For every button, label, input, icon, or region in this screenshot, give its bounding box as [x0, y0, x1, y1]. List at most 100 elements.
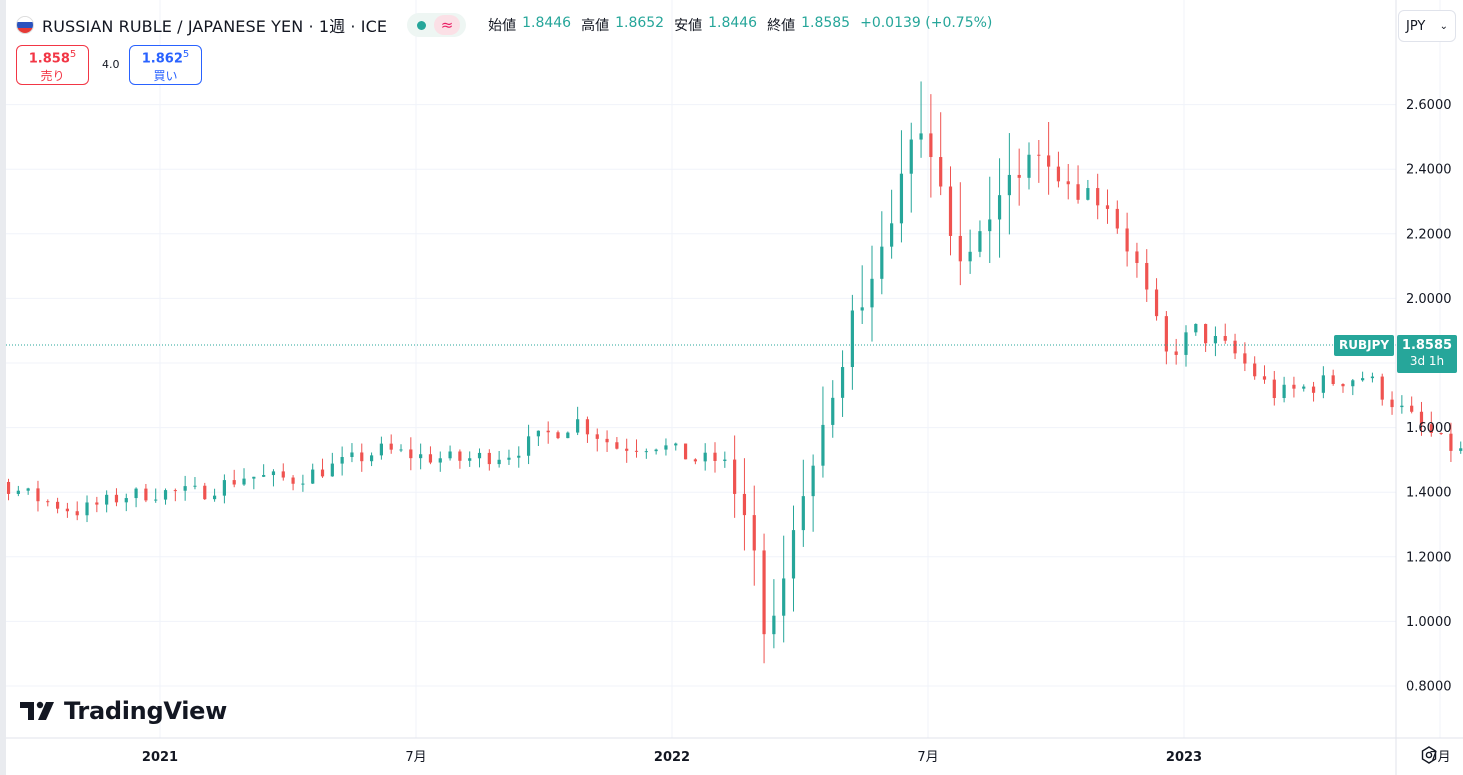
candle-body: [1449, 433, 1453, 451]
candle-body: [546, 430, 550, 433]
candle-body: [1056, 166, 1061, 182]
x-tick-label: 7月: [917, 750, 938, 765]
candle-body: [1370, 376, 1375, 379]
candle-body: [1380, 376, 1384, 400]
candle-body: [939, 157, 943, 187]
candle-body: [526, 436, 531, 456]
candle-body: [252, 476, 256, 479]
candle-body: [723, 459, 727, 461]
market-status[interactable]: ≈: [407, 13, 467, 37]
left-edge: [0, 0, 6, 775]
y-tick-label: 1.6000: [1406, 421, 1452, 436]
candle-body: [782, 578, 786, 616]
candle-body: [899, 173, 904, 224]
candle-body: [840, 367, 845, 398]
high-value: 1.8652: [615, 15, 665, 31]
candle-body: [1272, 379, 1276, 399]
candle-body: [1292, 384, 1296, 389]
candle-body: [1311, 386, 1316, 393]
spread-value: 4.0: [102, 58, 120, 71]
candle-body: [311, 469, 315, 484]
candle-body: [791, 530, 796, 579]
candle-body: [1410, 405, 1414, 412]
candle-body: [281, 471, 285, 478]
candle-body: [242, 478, 246, 485]
candle-body: [340, 457, 344, 464]
y-tick-label: 0.8000: [1406, 680, 1452, 695]
candle-body: [389, 443, 393, 450]
candle-body: [1096, 188, 1100, 206]
candle-body: [1145, 262, 1149, 290]
candle-body: [1164, 316, 1168, 352]
buy-button[interactable]: 1.8625 買い: [129, 45, 202, 85]
close-value: 1.8585: [801, 15, 851, 31]
candle-body: [1429, 424, 1433, 433]
candle-body: [536, 430, 540, 437]
candle-body: [1243, 353, 1247, 364]
candle-body: [428, 454, 433, 463]
candle-body: [860, 307, 864, 311]
candle-body: [831, 397, 835, 425]
candle-body: [193, 485, 197, 487]
candle-body: [948, 186, 953, 236]
candle-body: [173, 490, 177, 492]
candle-body: [811, 465, 815, 497]
candle-body: [929, 133, 933, 158]
y-tick-label: 1.2000: [1406, 550, 1452, 565]
candle-body: [605, 438, 609, 443]
x-tick-label: 2021: [142, 750, 178, 765]
tradingview-logo[interactable]: TradingView: [20, 697, 227, 725]
sell-button[interactable]: 1.8585 売り: [16, 45, 89, 85]
brand-name: TradingView: [64, 697, 227, 725]
candle-body: [968, 251, 972, 262]
change-value: +0.0139 (+0.75%): [860, 15, 993, 31]
candle-body: [262, 475, 266, 477]
candle-body: [821, 424, 825, 466]
currency-select[interactable]: JPY ⌄: [1398, 10, 1456, 42]
time-axis[interactable]: 7月20217月20227月20237月20247月20257月: [0, 750, 1463, 765]
candle-body: [183, 486, 187, 491]
candle-body: [1351, 380, 1355, 387]
candle-body: [379, 443, 383, 456]
candle-body: [703, 452, 707, 462]
candle-body: [1184, 332, 1188, 355]
candle-body: [222, 480, 226, 496]
russia-flag-icon: [16, 16, 34, 34]
candle-body: [350, 452, 354, 458]
candle-body: [1194, 323, 1198, 333]
candle-body: [458, 451, 462, 461]
candle-body: [1282, 384, 1286, 399]
candle-body: [409, 449, 413, 459]
candle-body: [507, 457, 511, 460]
candle-body: [683, 443, 688, 460]
candle-body: [360, 452, 364, 462]
candle-body: [801, 496, 805, 531]
candle-body: [1331, 375, 1335, 385]
candle-body: [585, 419, 590, 435]
candle-body: [448, 451, 452, 459]
candle-body: [369, 455, 374, 462]
candle-body: [634, 450, 639, 452]
last-price: 1.8585: [1401, 338, 1453, 353]
candle-body: [1007, 174, 1011, 196]
gear-icon[interactable]: [1418, 744, 1440, 766]
candle-body: [419, 454, 423, 459]
approx-icon: ≈: [434, 15, 461, 35]
candle-body: [1154, 289, 1159, 317]
candle-body: [85, 502, 89, 516]
candle-body: [105, 494, 109, 505]
y-tick-label: 2.2000: [1406, 227, 1452, 242]
candle-body: [487, 452, 491, 465]
high-label: 高値: [581, 18, 610, 34]
candle-body: [693, 459, 697, 462]
candle-body: [1262, 376, 1267, 380]
symbol-title[interactable]: RUSSIAN RUBLE / JAPANESE YEN · 1週 · ICE: [42, 17, 388, 36]
candle-body: [46, 501, 50, 503]
candle-body: [1439, 432, 1443, 434]
chart-grid: [6, 0, 1441, 738]
open-value: 1.8446: [522, 15, 572, 31]
y-tick-label: 1.4000: [1406, 486, 1452, 501]
sell-label: 売り: [40, 69, 65, 84]
price-axis[interactable]: 2.6000 2.4000 2.2000 2.0000 1.6000 1.4000 1.20…: [1406, 98, 1452, 694]
